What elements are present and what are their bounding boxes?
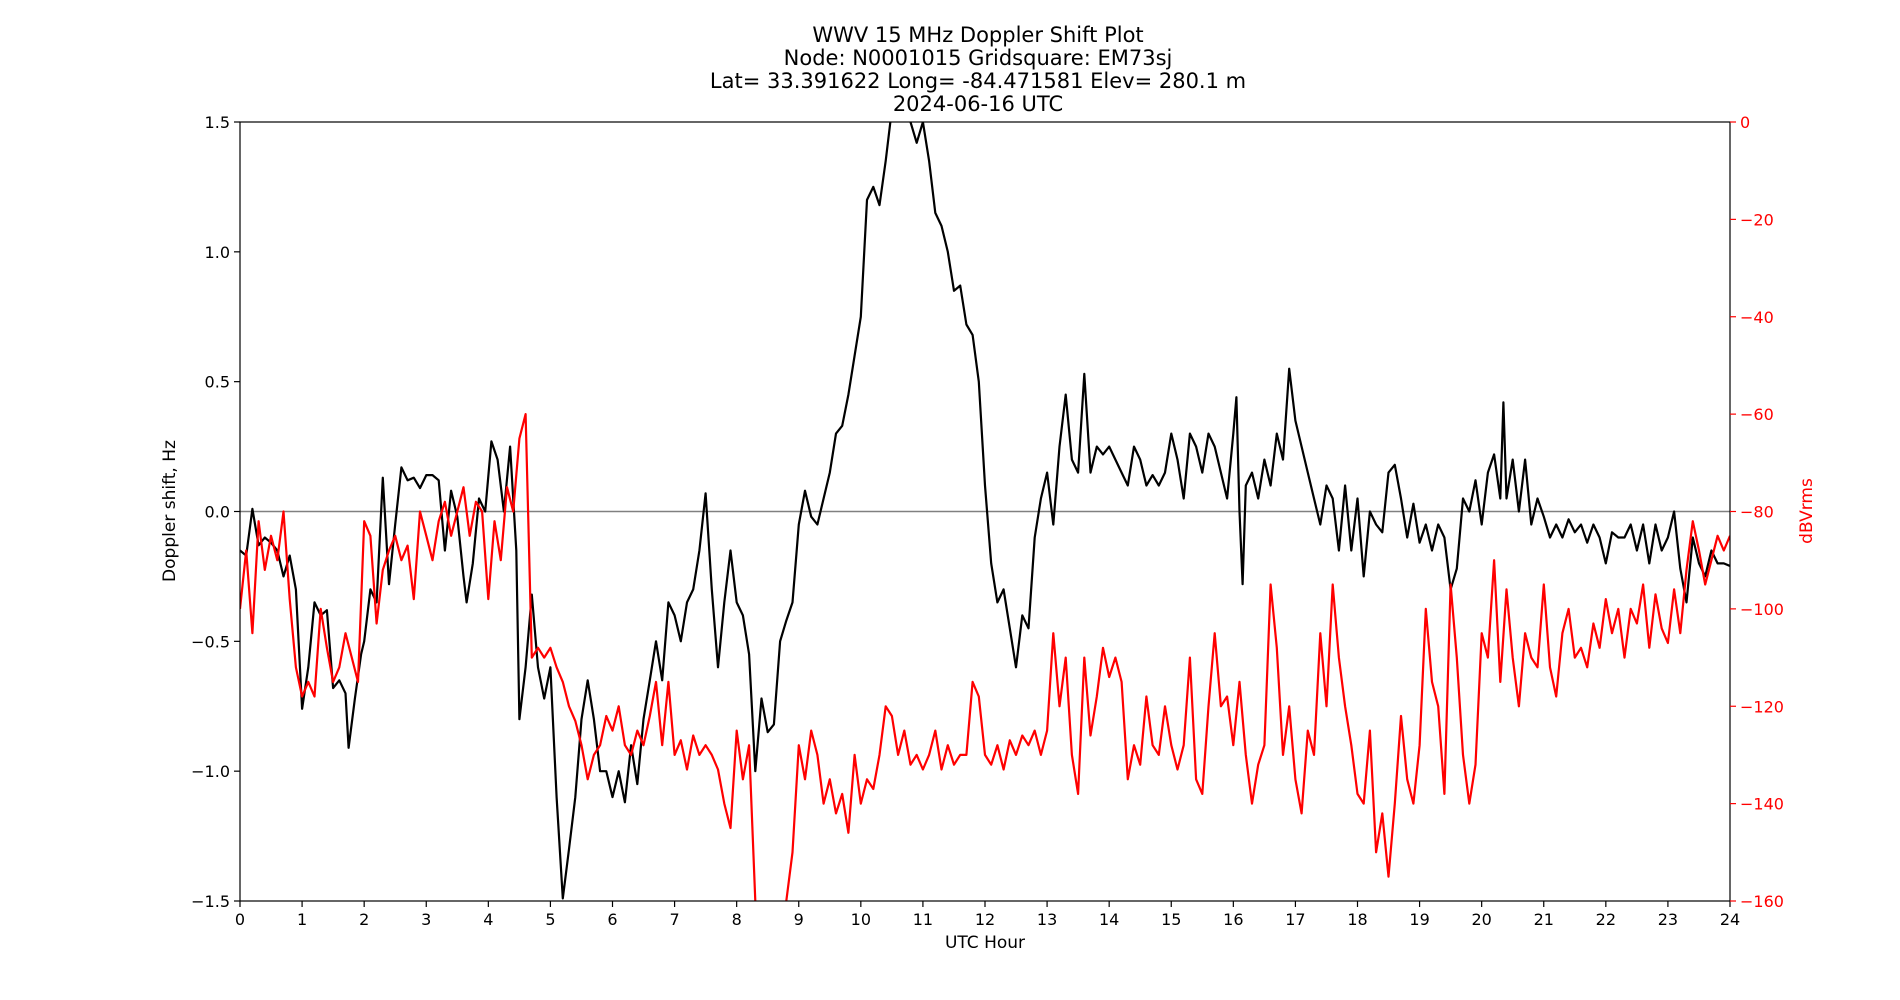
x-tick-label: 7 [669, 910, 679, 929]
y-right-tick-label: −160 [1740, 892, 1784, 911]
x-axis-label: UTC Hour [945, 933, 1025, 953]
x-tick-label: 21 [1534, 910, 1554, 929]
x-tick-label: 12 [975, 910, 995, 929]
x-tick-label: 3 [421, 910, 431, 929]
series-group [240, 122, 1730, 901]
y-axis-left: −1.5 −1.0 −0.5 0.0 0.5 1.0 1.5 [191, 113, 240, 911]
x-tick-label: 6 [607, 910, 617, 929]
y-left-tick-label: −0.5 [191, 632, 230, 651]
title-line: Lat= 33.391622 Long= -84.471581 Elev= 28… [710, 69, 1246, 93]
x-tick-label: 4 [483, 910, 493, 929]
y-left-tick-label: 1.0 [205, 243, 230, 262]
x-tick-label: 8 [732, 910, 742, 929]
x-tick-label: 24 [1720, 910, 1740, 929]
y-axis-right: −160 −140 −120 −100 −80 −60 −40 −20 0 [1730, 113, 1784, 911]
x-tick-label: 2 [359, 910, 369, 929]
y-left-tick-label: 0.0 [205, 503, 230, 522]
x-axis: 0 1 2 3 4 5 6 7 8 9 10 11 12 13 14 15 16 17 18 19 20 21 22 23 24 [235, 901, 1740, 929]
y-axis-left-label: Doppler shift, Hz [160, 440, 180, 582]
y-right-tick-label: −120 [1740, 697, 1784, 716]
y-left-tick-label: −1.0 [191, 762, 230, 781]
chart-title: WWV 15 MHz Doppler Shift Plot Node: N000… [710, 23, 1246, 116]
x-tick-label: 20 [1471, 910, 1491, 929]
y-right-tick-label: −100 [1740, 600, 1784, 619]
x-tick-label: 16 [1223, 910, 1243, 929]
x-tick-label: 15 [1161, 910, 1181, 929]
x-tick-label: 11 [913, 910, 933, 929]
x-tick-label: 14 [1099, 910, 1119, 929]
title-line: Node: N0001015 Gridsquare: EM73sj [784, 46, 1173, 70]
title-line: 2024-06-16 UTC [893, 92, 1063, 116]
x-tick-label: 5 [545, 910, 555, 929]
title-line: WWV 15 MHz Doppler Shift Plot [812, 23, 1143, 47]
x-tick-label: 22 [1596, 910, 1616, 929]
y-right-tick-label: −80 [1740, 503, 1774, 522]
x-tick-label: 19 [1409, 910, 1429, 929]
y-left-tick-label: 1.5 [205, 113, 230, 132]
series-line-signal-level [240, 413, 1730, 901]
y-right-tick-label: −140 [1740, 795, 1784, 814]
y-axis-right-label: dBVrms [1797, 478, 1817, 544]
x-tick-label: 9 [794, 910, 804, 929]
x-tick-label: 17 [1285, 910, 1305, 929]
series-line-doppler-shift [240, 122, 1730, 900]
x-tick-label: 10 [851, 910, 871, 929]
y-right-tick-label: −60 [1740, 405, 1774, 424]
x-tick-label: 23 [1658, 910, 1678, 929]
y-left-tick-label: −1.5 [191, 892, 230, 911]
x-tick-label: 1 [297, 910, 307, 929]
x-tick-label: 18 [1347, 910, 1367, 929]
y-left-tick-label: 0.5 [205, 373, 230, 392]
y-right-tick-label: −40 [1740, 308, 1774, 327]
x-tick-label: 0 [235, 910, 245, 929]
y-right-tick-label: 0 [1740, 113, 1750, 132]
y-right-tick-label: −20 [1740, 210, 1774, 229]
x-tick-label: 13 [1037, 910, 1057, 929]
